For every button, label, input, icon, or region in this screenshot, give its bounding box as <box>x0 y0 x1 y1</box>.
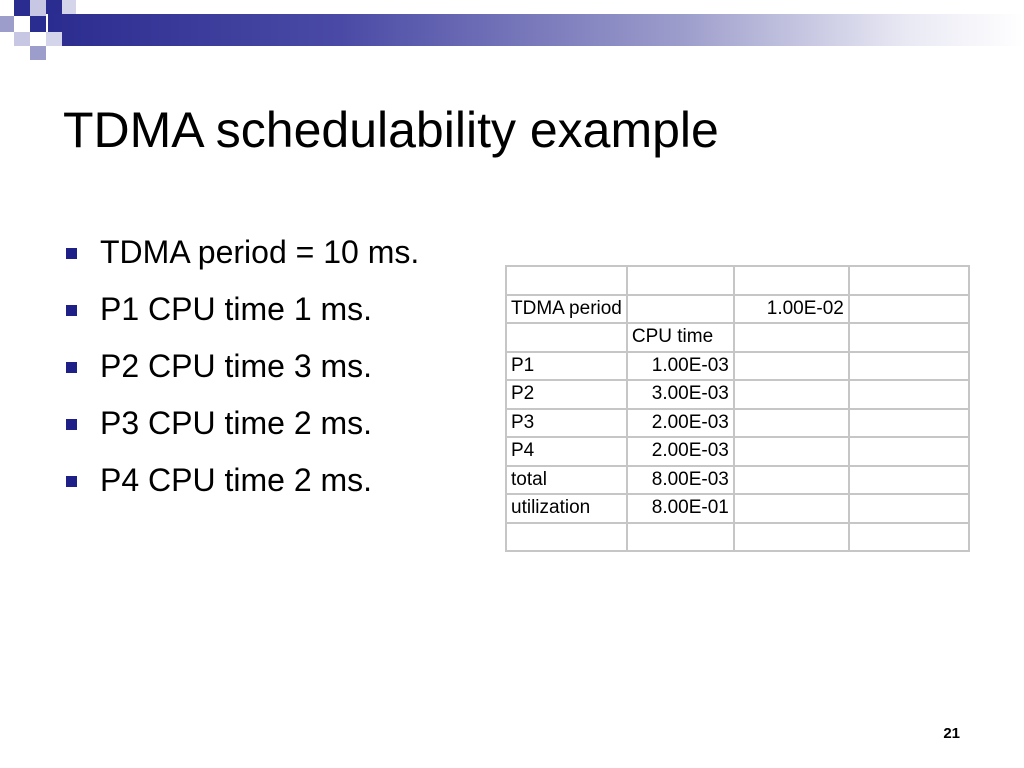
table-row: utilization 8.00E-01 <box>505 493 970 524</box>
table-cell <box>505 322 628 353</box>
slide-title: TDMA schedulability example <box>63 102 719 158</box>
table-row <box>505 265 970 296</box>
table-cell: 1.00E-03 <box>625 350 735 381</box>
table-cell <box>732 322 850 353</box>
table-cell <box>732 265 850 296</box>
spreadsheet-table: TDMA period 1.00E-02 CPU time P1 1.00E-0… <box>505 265 970 552</box>
table-cell <box>847 265 970 296</box>
table-cell <box>847 322 970 353</box>
square-bullet-icon <box>66 362 77 373</box>
table-cell <box>505 265 628 296</box>
bullet-item: P4 CPU time 2 ms. <box>62 456 462 504</box>
table-cell <box>847 293 970 324</box>
deco-square-2 <box>46 0 62 14</box>
deco-square-9 <box>30 46 46 60</box>
table-cell: 2.00E-03 <box>625 436 735 467</box>
bullet-item: TDMA period = 10 ms. <box>62 228 430 276</box>
table-row: P4 2.00E-03 <box>505 436 970 467</box>
table-cell <box>732 379 850 410</box>
header-gradient-band <box>48 14 1024 46</box>
bullet-list: TDMA period = 10 ms. P1 CPU time 1 ms. P… <box>62 228 462 513</box>
table-cell <box>732 464 850 495</box>
deco-square-7 <box>30 16 46 32</box>
table-row: P3 2.00E-03 <box>505 407 970 438</box>
table-cell <box>732 436 850 467</box>
table-cell: P2 <box>505 379 628 410</box>
table-cell: utilization <box>505 493 628 524</box>
table-cell: 2.00E-03 <box>625 407 735 438</box>
deco-square-6 <box>14 16 30 32</box>
table-row <box>505 521 970 552</box>
table-cell <box>625 265 735 296</box>
table-cell: TDMA period <box>505 293 628 324</box>
square-bullet-icon <box>66 305 77 316</box>
table-row: P1 1.00E-03 <box>505 350 970 381</box>
deco-square-3 <box>30 0 46 16</box>
table-cell: total <box>505 464 628 495</box>
table-cell: P3 <box>505 407 628 438</box>
table-row: TDMA period 1.00E-02 <box>505 293 970 324</box>
table-cell <box>847 350 970 381</box>
table-cell: 1.00E-02 <box>732 293 850 324</box>
table-cell <box>732 350 850 381</box>
table-cell <box>847 407 970 438</box>
deco-square-4 <box>62 0 76 14</box>
table-cell: 8.00E-01 <box>625 493 735 524</box>
bullet-item: P1 CPU time 1 ms. <box>62 285 462 333</box>
table-cell: P1 <box>505 350 628 381</box>
bullet-text: P4 CPU time 2 ms. <box>100 462 373 498</box>
bullet-item: P3 CPU time 2 ms. <box>62 399 462 447</box>
bullet-text: TDMA period = 10 ms. <box>100 234 420 270</box>
deco-square-10 <box>46 32 62 46</box>
table-cell <box>847 464 970 495</box>
bullet-text: P1 CPU time 1 ms. <box>100 291 373 327</box>
table-cell <box>505 521 628 552</box>
table-row: total 8.00E-03 <box>505 464 970 495</box>
table-cell <box>732 493 850 524</box>
table-cell <box>847 436 970 467</box>
table-cell: 8.00E-03 <box>625 464 735 495</box>
square-bullet-icon <box>66 419 77 430</box>
bullet-item: P2 CPU time 3 ms. <box>62 342 462 390</box>
table-cell: P4 <box>505 436 628 467</box>
table-row: P2 3.00E-03 <box>505 379 970 410</box>
table-cell <box>847 521 970 552</box>
square-bullet-icon <box>66 476 77 487</box>
page-number: 21 <box>943 725 960 742</box>
table-cell: 3.00E-03 <box>625 379 735 410</box>
bullet-text: P2 CPU time 3 ms. <box>100 348 373 384</box>
table-cell <box>847 493 970 524</box>
header-decoration <box>0 0 1024 62</box>
deco-square-5 <box>0 16 14 32</box>
table-cell <box>732 521 850 552</box>
deco-square-1 <box>14 0 30 16</box>
table-cell <box>625 293 735 324</box>
table-cell <box>847 379 970 410</box>
table-cell <box>732 407 850 438</box>
table-cell <box>625 521 735 552</box>
deco-square-8 <box>14 32 30 46</box>
bullet-text: P3 CPU time 2 ms. <box>100 405 373 441</box>
table-row: CPU time <box>505 322 970 353</box>
square-bullet-icon <box>66 248 77 259</box>
table-cell: CPU time <box>625 322 735 353</box>
